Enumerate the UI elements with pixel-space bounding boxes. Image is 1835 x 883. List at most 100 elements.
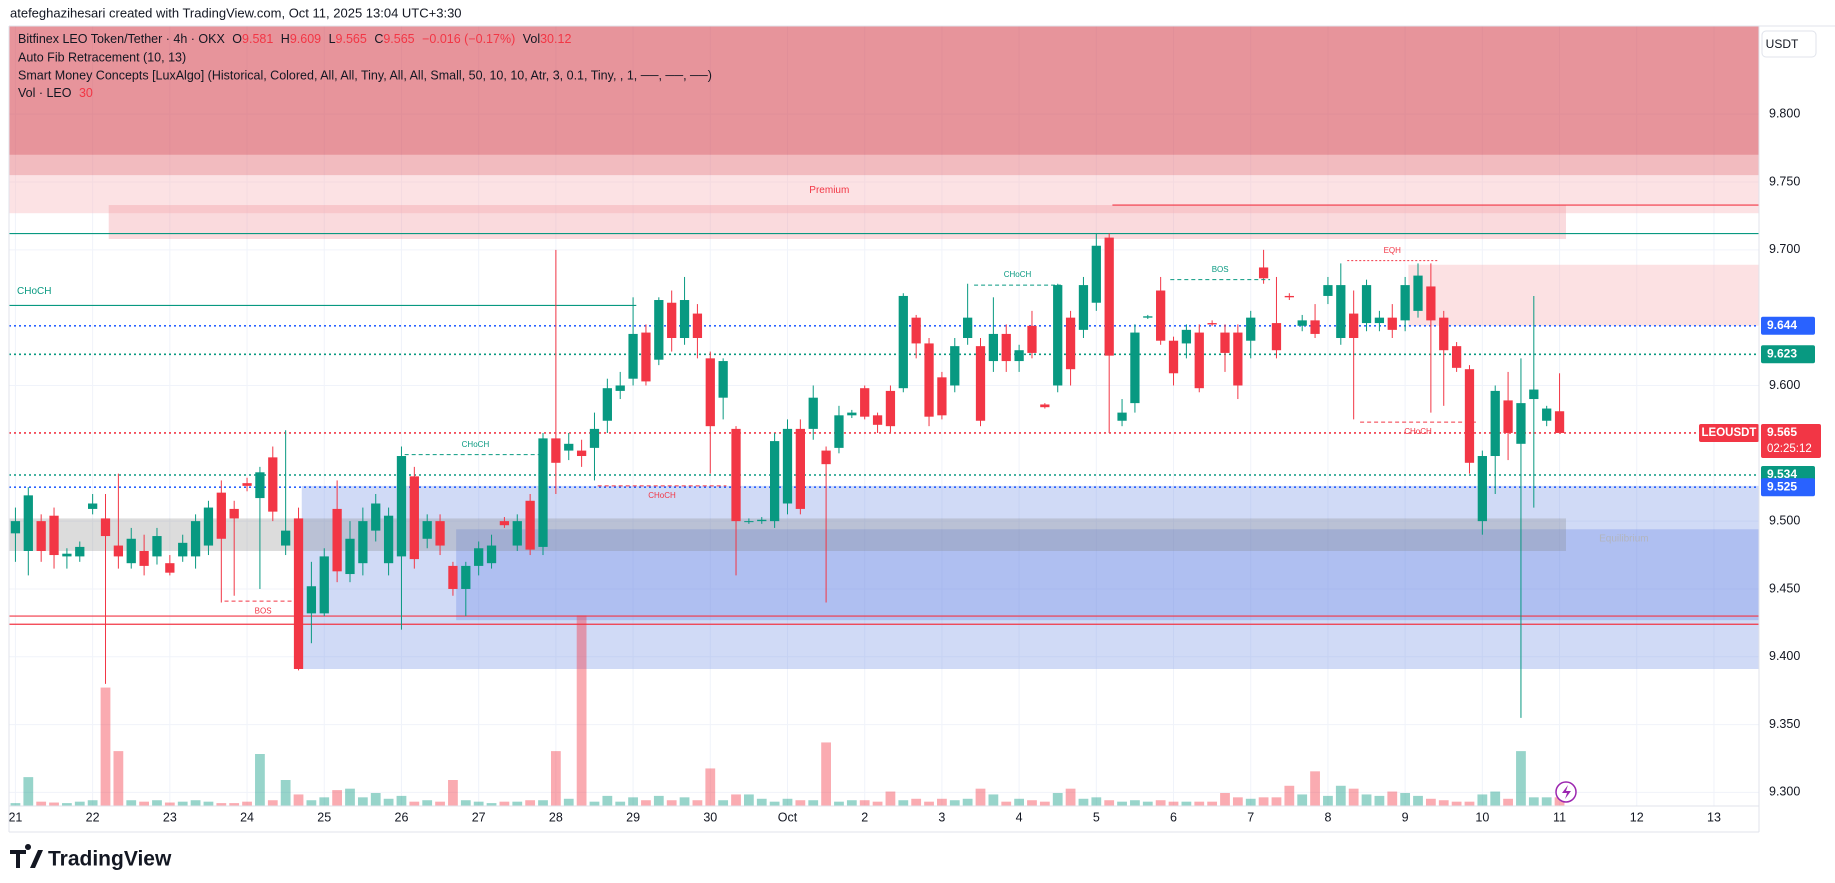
candle-body bbox=[383, 515, 394, 564]
volume-bar bbox=[486, 803, 497, 806]
candle-body bbox=[1349, 313, 1359, 338]
volume-bar bbox=[628, 797, 638, 806]
volume-bar bbox=[1541, 797, 1552, 806]
volume-bar bbox=[666, 800, 677, 806]
volume-bar bbox=[1232, 797, 1243, 806]
volume-bar bbox=[1297, 794, 1308, 806]
structure-label: CHoCH bbox=[648, 491, 676, 500]
candle-body bbox=[512, 521, 522, 546]
candle-body bbox=[178, 542, 188, 557]
indicator[interactable]: Vol · LEO 30 bbox=[18, 86, 93, 100]
volume-bar bbox=[576, 615, 587, 806]
volume-bar bbox=[293, 794, 304, 806]
x-tick-label: 9 bbox=[1402, 810, 1409, 824]
x-tick-label: 6 bbox=[1170, 810, 1177, 824]
x-tick-label: 13 bbox=[1707, 810, 1721, 824]
candle-body bbox=[1297, 320, 1307, 326]
volume-bar bbox=[126, 800, 137, 806]
candle-body bbox=[1027, 325, 1037, 353]
candle-body bbox=[165, 563, 175, 573]
volume-bar bbox=[1065, 788, 1076, 806]
volume-bar bbox=[538, 800, 548, 806]
candle-body bbox=[1130, 332, 1140, 404]
candle-body bbox=[1233, 332, 1243, 386]
candle-body bbox=[461, 565, 471, 589]
candle-body bbox=[1477, 456, 1487, 522]
candle-body bbox=[988, 333, 999, 362]
structure-label: CHoCH bbox=[17, 286, 51, 297]
legend: Bitfinex LEO Token/Tether · 4h · OKX O9.… bbox=[18, 32, 712, 100]
volume-bar bbox=[744, 794, 754, 806]
volume-bar bbox=[460, 800, 471, 806]
volume-bar bbox=[1554, 797, 1565, 806]
candle-body bbox=[345, 538, 355, 575]
candle-body bbox=[963, 317, 973, 338]
x-tick-label: 7 bbox=[1247, 810, 1254, 824]
candle-body bbox=[705, 358, 715, 427]
candle-body bbox=[1310, 320, 1320, 334]
structure-label: EQH bbox=[1384, 246, 1402, 255]
candle-body bbox=[1065, 317, 1076, 370]
volume-bar bbox=[1078, 798, 1089, 806]
candle-body bbox=[499, 521, 510, 526]
candle-body bbox=[1490, 390, 1500, 457]
x-tick-label: 29 bbox=[626, 810, 640, 824]
volume-bar bbox=[1348, 788, 1359, 806]
volume-bar bbox=[62, 803, 72, 806]
candle-body bbox=[1220, 332, 1230, 353]
candle-body bbox=[937, 377, 947, 416]
x-tick-label: 4 bbox=[1016, 810, 1023, 824]
zone-label: Premium bbox=[809, 185, 849, 196]
candle-body bbox=[1439, 317, 1449, 351]
candle-body bbox=[1246, 317, 1256, 341]
volume-bar bbox=[1310, 771, 1320, 806]
y-tick-label: 9.750 bbox=[1769, 174, 1800, 188]
volume-bar bbox=[1335, 785, 1346, 806]
candle-body bbox=[924, 343, 934, 417]
volume-bar bbox=[1516, 751, 1526, 806]
candle-body bbox=[1156, 290, 1166, 341]
candle-body bbox=[409, 476, 419, 560]
candle-body bbox=[1078, 285, 1089, 330]
candle-body bbox=[358, 521, 368, 564]
x-tick-label: 8 bbox=[1324, 810, 1331, 824]
structure-label: BOS bbox=[255, 606, 272, 615]
candle-body bbox=[255, 472, 265, 499]
replay-icon-glyph bbox=[1562, 785, 1571, 799]
indicator[interactable]: Smart Money Concepts [LuxAlgo] (Historic… bbox=[18, 68, 712, 82]
candle-body bbox=[898, 295, 908, 389]
zone bbox=[9, 154, 1759, 176]
volume-bar bbox=[1001, 801, 1012, 806]
candle-body bbox=[126, 538, 136, 564]
field-key: L bbox=[329, 32, 336, 46]
volume-bar bbox=[10, 803, 21, 806]
candle-body bbox=[538, 438, 548, 547]
candle-body bbox=[1529, 389, 1539, 400]
volume-bar bbox=[1361, 794, 1372, 806]
candle-body bbox=[795, 428, 805, 509]
candle-body bbox=[10, 521, 21, 534]
volume-bar bbox=[1464, 801, 1475, 806]
volume-bar bbox=[1207, 801, 1218, 806]
volume-bar bbox=[74, 801, 85, 806]
volume-bar bbox=[1374, 795, 1385, 806]
x-tick-label: 26 bbox=[395, 810, 409, 824]
volume-bar bbox=[615, 801, 626, 806]
indicator[interactable]: Auto Fib Retracement (10, 13) bbox=[18, 50, 186, 64]
price-label: 9.644 bbox=[1767, 318, 1797, 332]
symbol: Bitfinex LEO Token/Tether · 4h · OKX bbox=[18, 32, 225, 46]
volume-bar bbox=[949, 800, 960, 806]
volume-bar bbox=[1284, 785, 1295, 806]
field-key: C bbox=[374, 32, 383, 46]
candle-body bbox=[422, 521, 432, 539]
field-value: 9.609 bbox=[290, 32, 321, 46]
y-tick-label: 9.300 bbox=[1769, 785, 1800, 799]
volume-bar bbox=[679, 797, 690, 806]
volume-bar bbox=[435, 801, 445, 806]
volume-bar bbox=[1104, 800, 1115, 806]
volume-bar bbox=[1400, 793, 1411, 806]
currency[interactable]: USDT bbox=[1766, 37, 1799, 51]
volume-bar bbox=[589, 801, 600, 806]
countdown: 02:25:12 bbox=[1767, 443, 1812, 455]
candle-body bbox=[1374, 317, 1385, 324]
